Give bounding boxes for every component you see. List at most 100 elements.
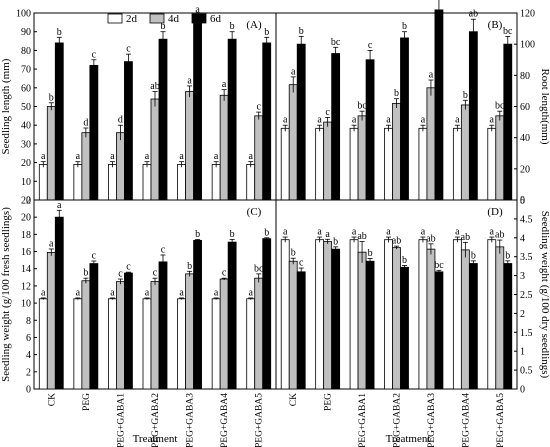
- significance-label: b: [195, 229, 200, 240]
- bar-6d: [227, 38, 237, 201]
- significance-label: bc: [331, 37, 341, 48]
- bar-2d: [211, 298, 221, 390]
- y-tick-label: 20: [520, 164, 530, 175]
- bar-4d: [150, 98, 160, 201]
- x-category-label: PEG+GABA4: [461, 393, 471, 447]
- legend-swatch-4d: [149, 13, 165, 24]
- legend-label-6d: 6d: [210, 13, 222, 25]
- significance-label: a: [352, 115, 357, 126]
- y-tick-label: 0: [520, 196, 525, 207]
- y-axis-label: Root length(mm): [539, 68, 550, 144]
- significance-label: c: [126, 262, 131, 273]
- significance-label: b: [463, 90, 468, 101]
- significance-label: b: [333, 236, 338, 247]
- bar-4d: [288, 260, 298, 390]
- significance-label: c: [161, 244, 166, 255]
- significance-label: ab: [392, 236, 401, 247]
- y-tick-label: 40: [21, 121, 31, 132]
- y-tick-label: 120: [520, 9, 535, 20]
- bar-4d: [185, 91, 194, 201]
- bar-6d: [227, 241, 237, 390]
- significance-label: ab: [469, 9, 478, 20]
- significance-label: a: [145, 151, 150, 162]
- bar-6d: [158, 261, 168, 390]
- bar-4d: [185, 273, 194, 390]
- significance-label: b: [230, 21, 235, 32]
- significance-label: b: [368, 248, 373, 259]
- significance-label: a: [145, 287, 150, 298]
- bar-4d: [150, 281, 160, 390]
- legend-label-2d: 2d: [126, 13, 138, 25]
- significance-label: bc: [254, 263, 264, 274]
- bar-6d: [89, 263, 99, 390]
- bar-6d: [434, 271, 444, 390]
- significance-label: a: [283, 115, 288, 126]
- significance-label: b: [505, 250, 510, 261]
- significance-label: a: [41, 287, 46, 298]
- significance-label: b: [83, 268, 88, 279]
- bar-4d: [460, 104, 470, 201]
- significance-label: a: [222, 79, 227, 90]
- y-tick-label: 3.5: [520, 252, 533, 263]
- significance-label: b: [161, 21, 166, 32]
- legend-label-4d: 4d: [168, 13, 180, 25]
- y-tick-label: 0: [26, 196, 31, 207]
- bar-6d: [400, 266, 409, 390]
- significance-label: a: [179, 287, 184, 298]
- bar-2d: [177, 298, 186, 390]
- bar-6d: [89, 64, 99, 201]
- significance-label: bc: [495, 101, 505, 112]
- significance-label: b: [291, 248, 296, 259]
- bar-6d: [54, 42, 64, 201]
- significance-label: b: [402, 255, 407, 266]
- y-tick-label: 80: [21, 46, 31, 57]
- x-category-label: PEG+GABA5: [255, 393, 265, 447]
- significance-label: c: [299, 258, 304, 269]
- y-tick-label: 100: [16, 9, 31, 20]
- bar-4d: [116, 132, 125, 201]
- significance-label: d: [83, 118, 88, 129]
- y-tick-label: 22: [21, 196, 31, 207]
- bar-2d: [73, 164, 83, 201]
- significance-label: b: [264, 27, 269, 38]
- bar-6d: [124, 272, 133, 390]
- significance-label: bc: [503, 26, 513, 37]
- bar-2d: [177, 164, 186, 201]
- y-axis-label: Seedling length (mm): [0, 58, 12, 154]
- bar-4d: [81, 132, 91, 201]
- significance-label: a: [317, 227, 322, 238]
- significance-label: a: [352, 227, 357, 238]
- significance-label: a: [386, 115, 391, 126]
- bar-6d: [158, 38, 168, 201]
- significance-label: a: [291, 66, 296, 77]
- y-tick-label: 90: [21, 27, 31, 38]
- bar-2d: [384, 239, 393, 390]
- significance-label: b: [264, 227, 269, 238]
- y-tick-label: 14: [21, 264, 31, 275]
- legend: 2d 4d 6d: [107, 13, 222, 25]
- bar-2d: [142, 164, 152, 201]
- bar-4d: [495, 246, 505, 390]
- significance-label: a: [455, 227, 460, 238]
- x-category-label: PEG+GABA1: [116, 393, 126, 447]
- bar-2d: [452, 127, 462, 201]
- bar-4d: [392, 102, 401, 201]
- significance-label: d: [118, 115, 123, 126]
- significance-label: a: [214, 151, 219, 162]
- bar-4d: [323, 121, 333, 201]
- y-tick-label: 100: [520, 40, 535, 51]
- y-axis-label: Seedling weight (g/100 fresh seedlings): [0, 207, 12, 382]
- y-tick-label: 80: [520, 71, 530, 82]
- bar-2d: [418, 127, 428, 201]
- bar-2d: [452, 239, 462, 390]
- y-tick-label: 60: [520, 102, 530, 113]
- y-tick-label: 2.5: [520, 290, 533, 301]
- bar-4d: [219, 278, 229, 390]
- y-tick-label: 10: [21, 177, 31, 188]
- significance-label: a: [76, 151, 81, 162]
- bar-6d: [331, 248, 341, 390]
- bar-6d: [296, 43, 306, 201]
